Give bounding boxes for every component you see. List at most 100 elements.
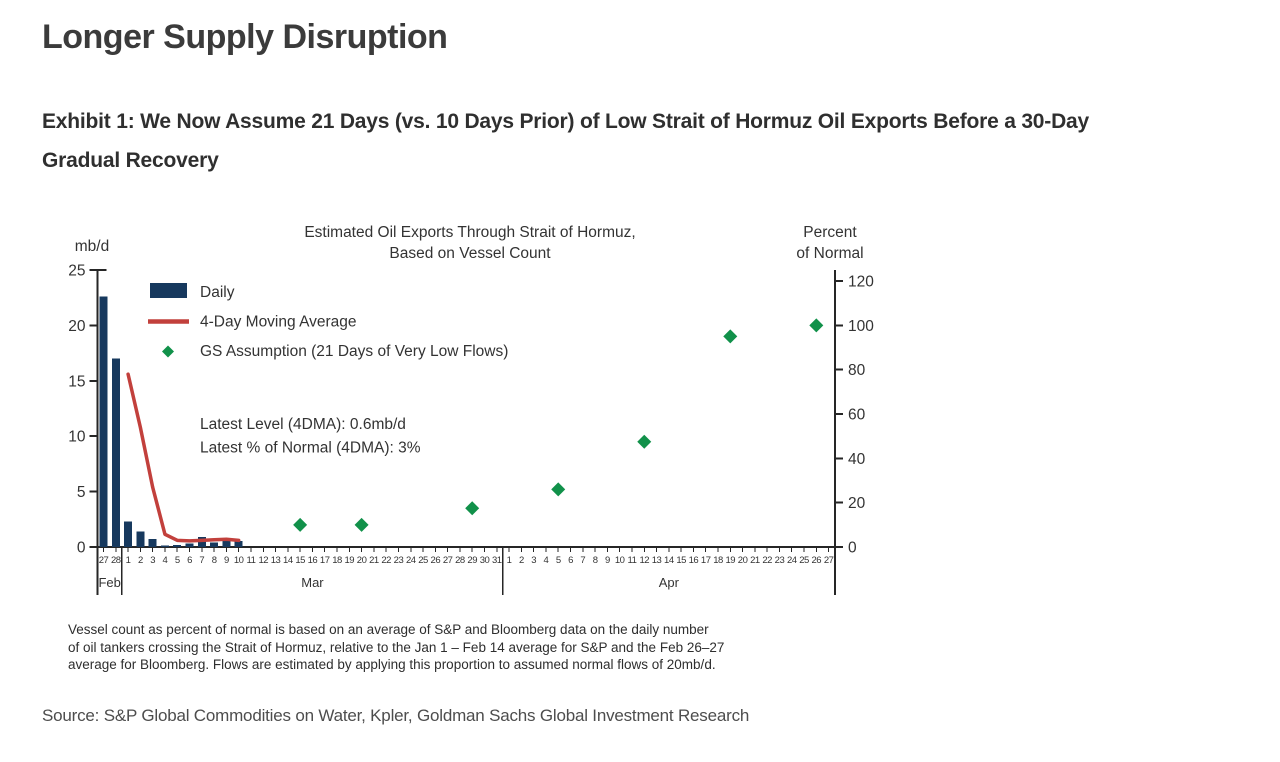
daily-bar — [222, 540, 231, 547]
right-axis-title-line: of Normal — [796, 245, 863, 262]
right-axis-title: Percent of Normal — [796, 224, 863, 262]
right-axis-tick-label: 20 — [848, 495, 866, 512]
x-axis-day-label: 31 — [492, 555, 502, 566]
right-axis-tick-label: 80 — [848, 362, 866, 379]
x-axis-day-label: 11 — [247, 555, 256, 566]
left-axis-tick-label: 20 — [68, 318, 86, 335]
exhibit-heading-line1: Exhibit 1: We Now Assume 21 Days (vs. 10… — [42, 110, 1089, 133]
x-axis-day-label: 19 — [345, 555, 355, 566]
x-axis-day-label: 27 — [443, 555, 453, 566]
x-axis: 27 28 1 2 3 4 5 6 7 8 9 10 11 12 13 14 15 16 17 18 19 20 21 22 2… — [97, 546, 835, 595]
annotation-line: Latest Level (4DMA): 0.6mb/d — [200, 416, 406, 433]
chart-title-line: Based on Vessel Count — [389, 245, 551, 262]
x-axis-day-label: 17 — [701, 555, 711, 566]
left-axis-title: mb/d — [75, 238, 109, 255]
x-axis-day-label: 8 — [593, 555, 598, 566]
x-axis-month-label: Feb — [98, 575, 120, 590]
left-axis-tick-label: 10 — [68, 429, 86, 446]
chart-title: Estimated Oil Exports Through Strait of … — [304, 224, 635, 262]
x-axis-day-label: 5 — [175, 555, 180, 566]
right-axis-title-line: Percent — [803, 224, 857, 241]
x-axis-day-label: 24 — [787, 555, 797, 566]
left-axis-tick-label: 15 — [68, 373, 85, 390]
right-axis-tick-label: 0 — [848, 540, 857, 557]
legend-label: GS Assumption (21 Days of Very Low Flows… — [200, 343, 508, 360]
right-axis-tick-label: 40 — [848, 451, 866, 468]
legend-label: Daily — [200, 284, 235, 301]
x-axis-day-label: 20 — [738, 555, 748, 566]
left-axis-tick-label: 0 — [77, 540, 86, 557]
latest-level-annotation: Latest Level (4DMA): 0.6mb/d Latest % of … — [200, 416, 421, 457]
legend-label: 4-Day Moving Average — [200, 314, 357, 331]
x-axis-day-label: 11 — [628, 555, 637, 566]
x-axis-day-label: 30 — [480, 555, 490, 566]
x-axis-day-label: 5 — [556, 555, 561, 566]
daily-bar — [210, 542, 219, 547]
x-axis-day-label: 4 — [544, 555, 549, 566]
x-axis-day-label: 10 — [234, 555, 244, 566]
x-axis-day-label: 28 — [111, 555, 121, 566]
x-axis-day-label: 27 — [99, 555, 109, 566]
right-axis-tick-label: 120 — [848, 273, 874, 290]
x-axis-month-label: Apr — [659, 575, 680, 590]
daily-bar — [136, 531, 145, 547]
annotation-line: Latest % of Normal (4DMA): 3% — [200, 440, 421, 457]
x-axis-day-label: 7 — [199, 555, 204, 566]
chart-footnote: Vessel count as percent of normal is bas… — [68, 621, 724, 674]
x-axis-day-label: 23 — [775, 555, 785, 566]
x-axis-day-label: 18 — [332, 555, 342, 566]
source-line: Source: S&P Global Commodities on Water,… — [42, 706, 750, 725]
x-axis-day-label: 13 — [652, 555, 662, 566]
x-axis-day-label: 9 — [224, 555, 229, 566]
legend-diamond-swatch — [162, 345, 174, 358]
x-axis-day-label: 6 — [568, 555, 573, 566]
gs-assumption-diamond — [354, 517, 369, 532]
x-axis-day-label: 20 — [357, 555, 367, 566]
gs-assumption-diamond — [723, 329, 738, 344]
x-axis-day-label: 24 — [406, 555, 416, 566]
daily-bar — [111, 358, 120, 547]
x-axis-day-label: 2 — [138, 555, 143, 566]
footnote-line1: Vessel count as percent of normal is bas… — [68, 622, 709, 637]
daily-bar — [124, 521, 133, 547]
gs-assumption-points — [293, 318, 824, 532]
x-axis-day-label: 21 — [369, 555, 379, 566]
x-axis-day-label: 23 — [394, 555, 404, 566]
left-axis-tick-label: 25 — [68, 263, 85, 280]
footnote-line3: average for Bloomberg. Flows are estimat… — [68, 657, 716, 672]
x-axis-day-label: 19 — [726, 555, 736, 566]
x-axis-day-label: 25 — [418, 555, 428, 566]
left-axis-tick-label: 5 — [77, 484, 86, 501]
x-axis-day-label: 2 — [519, 555, 524, 566]
gs-assumption-diamond — [551, 482, 566, 497]
x-axis-day-label: 7 — [580, 555, 585, 566]
x-axis-day-label: 10 — [615, 555, 625, 566]
x-axis-day-label: 15 — [676, 555, 686, 566]
x-axis-day-label: 1 — [126, 555, 131, 566]
x-axis-day-label: 3 — [531, 555, 536, 566]
left-axis: 0 5 10 15 20 25 — [68, 263, 107, 595]
x-axis-day-label: 22 — [381, 555, 391, 566]
x-axis-day-label: 8 — [212, 555, 217, 566]
x-axis-day-label: 22 — [762, 555, 772, 566]
4dma-line — [126, 372, 241, 543]
x-axis-day-label: 3 — [150, 555, 155, 566]
right-axis: 0 20 40 60 80 100 120 — [834, 270, 874, 595]
x-axis-day-label: 9 — [605, 555, 610, 566]
chart-estimated-oil-exports: Estimated Oil Exports Through Strait of … — [60, 213, 910, 611]
x-axis-day-label: 14 — [664, 555, 674, 566]
x-axis-day-label: 13 — [271, 555, 281, 566]
x-axis-day-label: 16 — [689, 555, 699, 566]
exhibit-heading: Exhibit 1: We Now Assume 21 Days (vs. 10… — [42, 102, 1089, 180]
legend-bar-swatch — [150, 283, 187, 298]
x-axis-day-label: 12 — [258, 555, 268, 566]
page-title: Longer Supply Disruption — [42, 18, 448, 56]
x-axis-day-label: 17 — [320, 555, 330, 566]
x-axis-day-label: 27 — [824, 555, 834, 566]
x-axis-day-label: 4 — [163, 555, 168, 566]
x-axis-day-label: 26 — [812, 555, 822, 566]
gs-assumption-diamond — [637, 434, 652, 449]
legend: Daily 4-Day Moving Average GS Assumption (… — [148, 283, 508, 360]
daily-bar — [160, 545, 169, 547]
daily-bar — [185, 543, 194, 547]
